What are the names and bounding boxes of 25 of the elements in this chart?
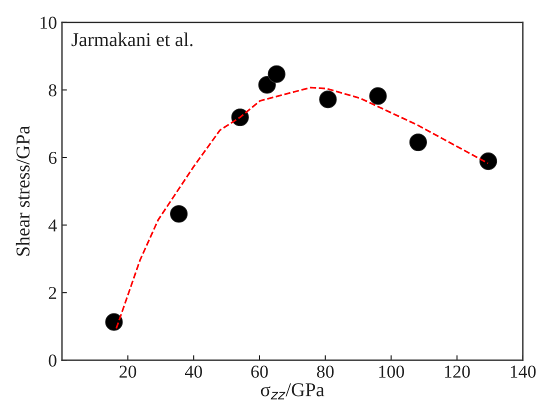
point <box>231 108 249 126</box>
point <box>369 87 387 105</box>
point <box>170 205 188 223</box>
y-tick-label: 6 <box>48 152 57 164</box>
point <box>319 90 337 108</box>
x-tick-label: 40 <box>184 366 202 378</box>
x-tick-label: 60 <box>251 366 268 378</box>
y-tick-label: 10 <box>40 16 56 29</box>
x-tick-label: 120 <box>445 366 470 378</box>
point <box>105 313 123 331</box>
y-tick-label: 0 <box>48 354 56 367</box>
point <box>409 133 428 152</box>
x-tick-label: 140 <box>510 366 536 378</box>
point <box>479 152 498 170</box>
y-tick-label: 8 <box>48 84 56 96</box>
y-tick-label: 4 <box>48 219 57 232</box>
annotation: Jarmakani et al. <box>72 32 192 46</box>
point <box>268 65 286 83</box>
x-axis-title: σ$_{zz}$/GPa <box>260 383 324 400</box>
x-tick-label: 100 <box>379 366 404 378</box>
point <box>258 76 276 94</box>
x-tick-label: 20 <box>120 366 136 378</box>
x-tick-label: 80 <box>316 366 334 378</box>
y-axis-title: Shear stress/GPa <box>16 126 30 256</box>
y-tick-label: 2 <box>48 286 56 299</box>
